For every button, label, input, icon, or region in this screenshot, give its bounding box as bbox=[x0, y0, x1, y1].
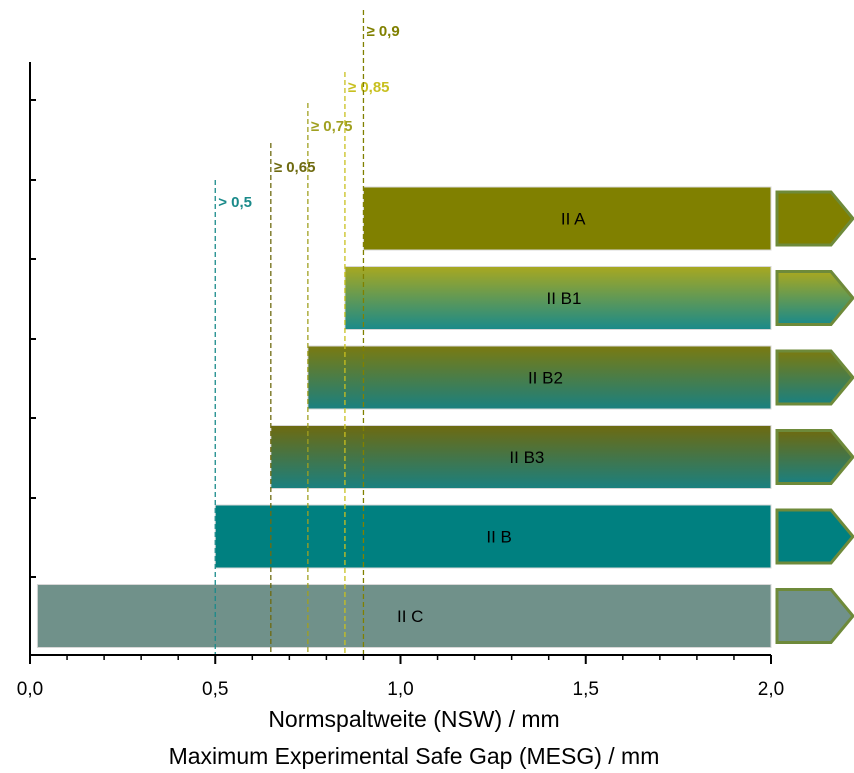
arrow-ii-b2 bbox=[775, 349, 854, 406]
threshold-label-2: ≥ 0,75 bbox=[311, 118, 353, 135]
threshold-label-0: > 0,5 bbox=[218, 194, 252, 211]
x-tick-label-2: 1,0 bbox=[387, 679, 413, 700]
bar-ii-a bbox=[362, 186, 772, 251]
x-axis-title-secondary: Maximum Experimental Safe Gap (MESG) / m… bbox=[169, 743, 660, 769]
x-tick-label-0: 0,0 bbox=[17, 679, 43, 700]
bar-label-ii-b3: II B3 bbox=[509, 448, 544, 467]
bars-layer: II A II B1 II B2 II B3 II B II C bbox=[36, 186, 772, 648]
bar-ii-c bbox=[36, 584, 772, 648]
x-tick-label-3: 1,5 bbox=[573, 679, 599, 700]
bar-label-ii-b1: II B1 bbox=[546, 289, 581, 308]
bar-ii-b2 bbox=[307, 345, 772, 410]
threshold-label-4: ≥ 0,9 bbox=[366, 23, 399, 40]
arrows-layer bbox=[775, 190, 854, 644]
x-tick-label-4: 2,0 bbox=[758, 679, 784, 700]
arrow-ii-c bbox=[775, 588, 854, 644]
bar-ii-b3 bbox=[270, 425, 772, 489]
x-axis-title: Normspaltweite (NSW) / mm bbox=[268, 706, 559, 732]
x-tick-label-1: 0,5 bbox=[202, 679, 228, 700]
bar-ii-b1 bbox=[344, 266, 772, 330]
bar-label-ii-b2: II B2 bbox=[528, 369, 563, 388]
threshold-label-3: ≥ 0,85 bbox=[348, 79, 390, 96]
arrow-ii-b3 bbox=[775, 429, 854, 485]
threshold-layer: > 0,5 ≥ 0,65 ≥ 0,75 ≥ 0,85 ≥ 0,9 bbox=[214, 10, 400, 655]
arrow-ii-a bbox=[775, 190, 854, 247]
arrow-ii-b bbox=[775, 508, 854, 565]
axis-layer: 0,0 0,5 1,0 1,5 2,0 bbox=[17, 62, 784, 700]
bar-label-ii-c: II C bbox=[397, 607, 423, 626]
bar-label-ii-b: II B bbox=[486, 528, 512, 547]
threshold-label-1: ≥ 0,65 bbox=[274, 159, 316, 176]
arrow-ii-b1 bbox=[775, 270, 854, 326]
bar-label-ii-a: II A bbox=[561, 210, 586, 229]
